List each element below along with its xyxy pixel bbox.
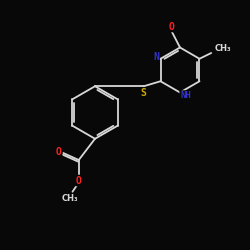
Text: CH₃: CH₃ [214, 44, 231, 53]
Text: NH: NH [180, 91, 191, 100]
Text: O: O [76, 176, 82, 186]
Text: N: N [153, 52, 159, 62]
Text: O: O [169, 22, 175, 32]
Text: CH₃: CH₃ [62, 194, 78, 203]
Text: O: O [56, 147, 62, 157]
Text: S: S [140, 88, 146, 98]
